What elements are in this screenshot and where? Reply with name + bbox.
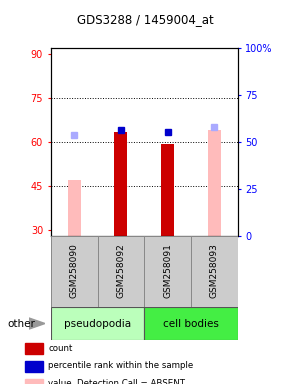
Text: GSM258093: GSM258093 (210, 243, 219, 298)
Bar (144, 236, 191, 307)
Bar (25, 343, 43, 354)
Bar (51, 307, 144, 340)
Bar (144, 307, 238, 340)
Text: value, Detection Call = ABSENT: value, Detection Call = ABSENT (48, 379, 185, 384)
Text: GSM258091: GSM258091 (163, 243, 172, 298)
Text: cell bodies: cell bodies (163, 318, 219, 329)
Text: GDS3288 / 1459004_at: GDS3288 / 1459004_at (77, 13, 213, 26)
Text: GSM258090: GSM258090 (70, 243, 79, 298)
Bar (25, 379, 43, 384)
Polygon shape (29, 318, 45, 329)
Bar (25, 361, 43, 372)
Bar (114, 132, 127, 236)
Bar (191, 236, 238, 307)
Bar (161, 144, 174, 236)
Text: count: count (48, 344, 72, 353)
Bar (68, 180, 81, 236)
Text: percentile rank within the sample: percentile rank within the sample (48, 361, 193, 370)
Text: pseudopodia: pseudopodia (64, 318, 131, 329)
Bar (51, 236, 97, 307)
Bar (97, 236, 144, 307)
Text: other: other (7, 318, 35, 329)
Bar (208, 130, 221, 236)
Text: GSM258092: GSM258092 (116, 243, 125, 298)
